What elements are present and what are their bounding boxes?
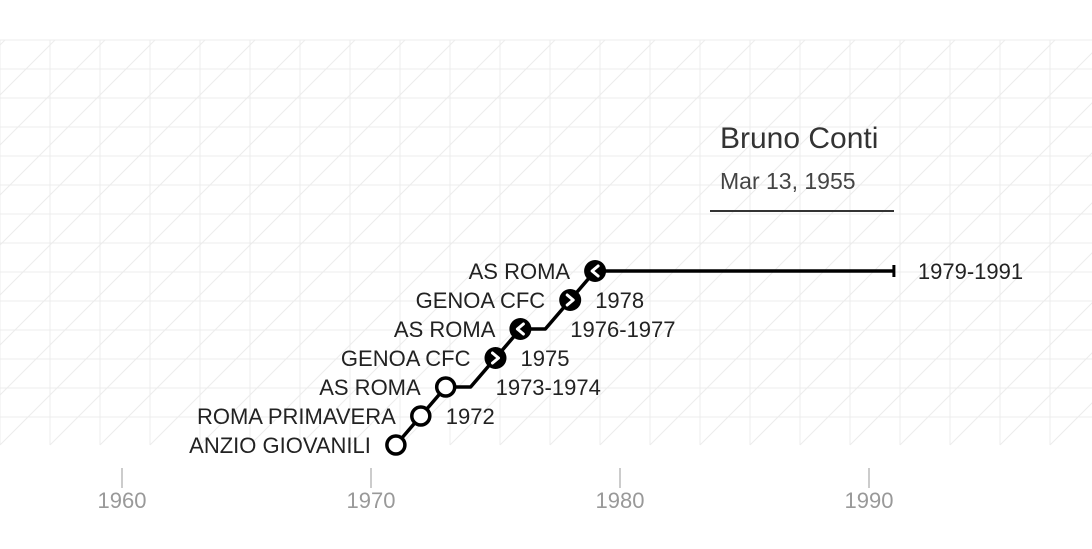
stint-marker-filled xyxy=(559,289,582,311)
stint-years-label: 1978 xyxy=(595,288,644,313)
grid-line-diagonal xyxy=(399,39,806,446)
grid-line-diagonal xyxy=(299,39,706,446)
grid-line-diagonal xyxy=(449,39,856,446)
grid-line-diagonal xyxy=(949,302,1092,446)
stint-marker-open xyxy=(410,405,432,427)
grid-line-diagonal xyxy=(699,52,1092,446)
stint-marker-filled xyxy=(509,318,532,340)
grid-line-diagonal xyxy=(899,252,1092,446)
stint-markers xyxy=(385,260,607,456)
stint-years-label: 1979-1991 xyxy=(918,259,1023,284)
grid-line-diagonal xyxy=(0,39,106,146)
stint-club-label: AS ROMA xyxy=(394,317,496,342)
grid-line-diagonal xyxy=(799,152,1092,446)
stint-marker-filled xyxy=(584,260,607,282)
grid-line-diagonal xyxy=(849,202,1092,446)
stint-marker-open xyxy=(434,376,457,398)
grid-line-diagonal xyxy=(549,39,956,446)
grid-line-diagonal xyxy=(599,39,1006,446)
stint-years-label: 1975 xyxy=(521,346,570,371)
career-path-line xyxy=(394,269,894,447)
stint-club-label: ROMA PRIMAVERA xyxy=(197,404,396,429)
grid-line-diagonal xyxy=(749,102,1092,446)
grid-line-diagonal xyxy=(499,39,906,446)
stint-years-label: 1973-1974 xyxy=(496,375,601,400)
grid-line-diagonal xyxy=(49,39,456,446)
grid-line-diagonal xyxy=(149,39,556,446)
grid-line-diagonal xyxy=(0,39,306,346)
grid-line-diagonal xyxy=(0,39,256,296)
x-axis-tick-label: 1990 xyxy=(845,488,894,513)
x-axis-tick-label: 1970 xyxy=(347,488,396,513)
stint-labels: ANZIO GIOVANILI ROMA PRIMAVERA 1972 AS ROMA… xyxy=(189,259,1023,458)
stint-club-label: GENOA CFC xyxy=(416,288,546,313)
grid-line-diagonal xyxy=(0,39,156,196)
career-path xyxy=(394,265,896,447)
grid-line-diagonal xyxy=(0,39,406,446)
chevron-left-icon xyxy=(590,264,600,278)
stint-marker-open xyxy=(385,434,407,456)
grid-line-diagonal xyxy=(199,39,606,446)
x-axis: 1960 1970 1980 1990 xyxy=(98,468,894,513)
grid-line-diagonal xyxy=(0,39,206,246)
x-axis-tick-label: 1980 xyxy=(596,488,645,513)
stint-marker-filled xyxy=(484,347,507,369)
grid-line-diagonal xyxy=(0,39,356,396)
grid-line-diagonal xyxy=(649,39,1056,446)
chevron-left-icon xyxy=(515,322,525,336)
stint-years-label: 1976-1977 xyxy=(570,317,675,342)
player-birth-date: Mar 13, 1955 xyxy=(720,168,856,194)
grid-line-diagonal xyxy=(99,39,506,446)
chevron-right-icon xyxy=(491,351,500,365)
stint-years-label: 1972 xyxy=(446,404,495,429)
stint-club-label: ANZIO GIOVANILI xyxy=(189,433,371,458)
chevron-right-icon xyxy=(565,293,575,307)
stint-club-label: AS ROMA xyxy=(469,259,571,284)
stint-club-label: GENOA CFC xyxy=(341,346,471,371)
grid-line-diagonal xyxy=(249,39,656,446)
x-axis-tick-label: 1960 xyxy=(98,488,147,513)
stint-club-label: AS ROMA xyxy=(319,375,421,400)
header-divider xyxy=(710,210,894,212)
grid-line-diagonal xyxy=(349,39,756,446)
player-name: Bruno Conti xyxy=(720,122,879,155)
grid-line-diagonal xyxy=(999,352,1092,446)
